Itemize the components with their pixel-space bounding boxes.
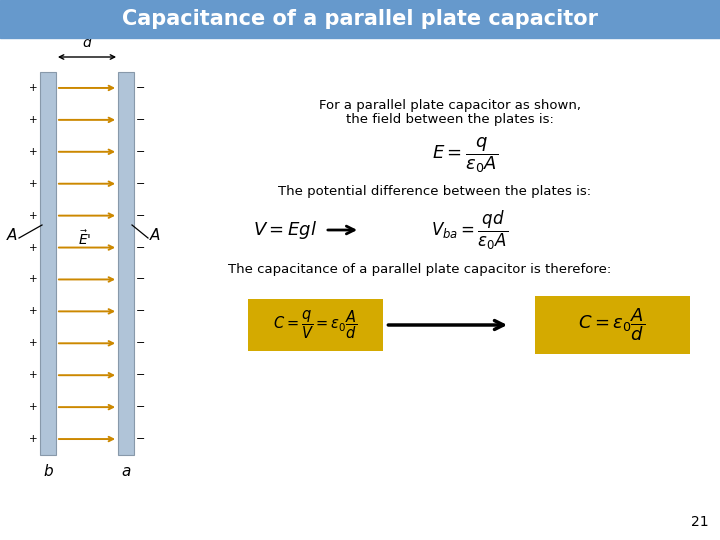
Text: +: + bbox=[29, 115, 37, 125]
Text: +: + bbox=[29, 402, 37, 412]
Text: −: − bbox=[136, 242, 145, 253]
Text: the field between the plates is:: the field between the plates is: bbox=[346, 113, 554, 126]
Bar bbox=[0, 0, 720, 38]
Text: −: − bbox=[136, 338, 145, 348]
Text: −: − bbox=[136, 211, 145, 221]
Text: −: − bbox=[136, 274, 145, 285]
Text: $\vec{E}$': $\vec{E}$' bbox=[78, 229, 91, 248]
Text: +: + bbox=[29, 83, 37, 93]
Text: −: − bbox=[136, 179, 145, 188]
Text: −: − bbox=[136, 434, 145, 444]
Text: 21: 21 bbox=[691, 515, 708, 529]
Text: $A$: $A$ bbox=[6, 227, 18, 243]
Bar bbox=[40, 72, 56, 455]
Bar bbox=[118, 72, 134, 455]
Text: $C = \dfrac{q}{V} = \varepsilon_0 \dfrac{A}{d}$: $C = \dfrac{q}{V} = \varepsilon_0 \dfrac… bbox=[273, 309, 357, 341]
Text: For a parallel plate capacitor as shown,: For a parallel plate capacitor as shown, bbox=[319, 98, 581, 111]
Bar bbox=[248, 299, 382, 351]
Text: +: + bbox=[29, 211, 37, 221]
Text: $V = Egl$: $V = Egl$ bbox=[253, 219, 317, 241]
Text: $E = \dfrac{q}{\varepsilon_0 A}$: $E = \dfrac{q}{\varepsilon_0 A}$ bbox=[432, 135, 498, 175]
Text: $V_{ba} = \dfrac{qd}{\varepsilon_0 A}$: $V_{ba} = \dfrac{qd}{\varepsilon_0 A}$ bbox=[431, 208, 508, 252]
Text: −: − bbox=[136, 306, 145, 316]
Text: +: + bbox=[29, 242, 37, 253]
Text: +: + bbox=[29, 338, 37, 348]
Text: $C = \varepsilon_0 \dfrac{A}{d}$: $C = \varepsilon_0 \dfrac{A}{d}$ bbox=[578, 307, 646, 343]
Text: The capacitance of a parallel plate capacitor is therefore:: The capacitance of a parallel plate capa… bbox=[228, 264, 611, 276]
Text: −: − bbox=[136, 147, 145, 157]
Text: +: + bbox=[29, 434, 37, 444]
Text: −: − bbox=[136, 83, 145, 93]
Text: +: + bbox=[29, 179, 37, 188]
Text: $A$: $A$ bbox=[149, 227, 161, 243]
Bar bbox=[534, 296, 690, 354]
Text: +: + bbox=[29, 274, 37, 285]
Text: +: + bbox=[29, 306, 37, 316]
Text: The potential difference between the plates is:: The potential difference between the pla… bbox=[279, 186, 592, 199]
Text: −: − bbox=[136, 402, 145, 412]
Text: $d$: $d$ bbox=[81, 35, 92, 50]
Text: +: + bbox=[29, 147, 37, 157]
Text: −: − bbox=[136, 370, 145, 380]
Text: +: + bbox=[29, 370, 37, 380]
Text: $b$: $b$ bbox=[42, 463, 53, 479]
Text: Capacitance of a parallel plate capacitor: Capacitance of a parallel plate capacito… bbox=[122, 9, 598, 29]
Text: $a$: $a$ bbox=[121, 463, 131, 478]
Text: −: − bbox=[136, 115, 145, 125]
